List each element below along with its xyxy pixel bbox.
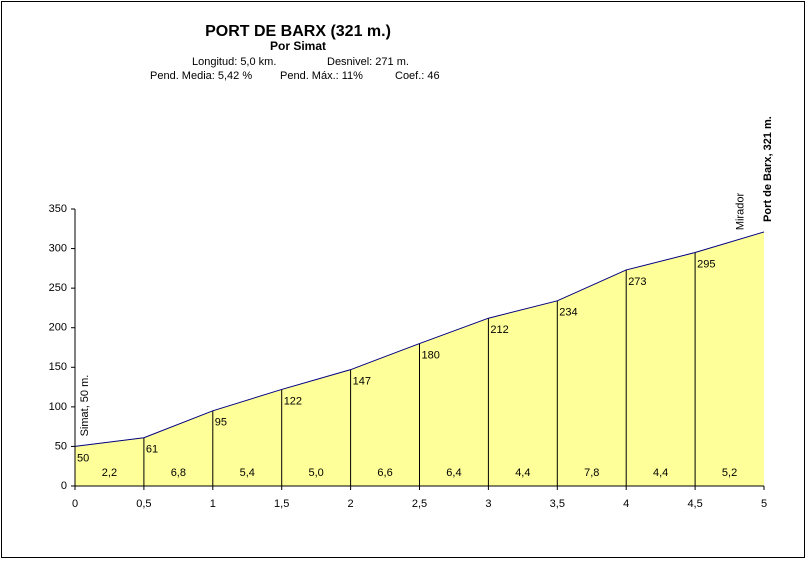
value-label: 61 [146,444,158,456]
x-tick-label: 2 [348,498,354,510]
annotation: Port de Barx, 321 m. [762,116,774,222]
value-label: 212 [490,324,508,336]
y-tick-label: 100 [49,401,67,413]
gradient-label: 5,4 [240,467,255,479]
x-tick-label: 0,5 [136,498,151,510]
value-label: 273 [628,276,646,288]
gradient-label: 5,0 [309,467,324,479]
info: Coef.: 46 [395,70,440,82]
value-label: 180 [422,349,440,361]
value-label: 295 [697,258,715,270]
gradient-label: 6,8 [171,467,186,479]
gradient-label: 5,2 [722,467,737,479]
x-tick-label: 3,5 [550,498,565,510]
y-tick-label: 350 [49,203,67,215]
gradient-label: 4,4 [653,467,668,479]
value-label: 122 [284,395,302,407]
value-label: 50 [77,452,89,464]
x-tick-label: 5 [761,498,767,510]
info: Desnivel: 271 m. [327,56,409,68]
x-tick-label: 1,5 [274,498,289,510]
gradient-label: 4,4 [515,467,530,479]
x-tick-label: 1 [210,498,216,510]
y-tick-label: 0 [61,480,67,492]
x-tick-label: 3 [485,498,491,510]
gradient-label: 6,6 [377,467,392,479]
x-tick-label: 0 [72,498,78,510]
y-tick-label: 200 [49,322,67,334]
gradient-label: 6,4 [446,467,461,479]
y-tick-label: 250 [49,282,67,294]
y-tick-label: 300 [49,242,67,254]
y-tick-label: 50 [55,440,67,452]
info: Pend. Media: 5,42 % [150,70,252,82]
annotation: Simat, 50 m. [79,375,91,437]
gradient-label: 2,2 [102,467,117,479]
x-tick-label: 4,5 [687,498,702,510]
x-tick-label: 4 [623,498,629,510]
info: Pend. Máx.: 11% [280,70,363,82]
annotation: Mirador [734,193,746,231]
y-tick-label: 150 [49,361,67,373]
value-label: 147 [353,376,371,388]
gradient-label: 7,8 [584,467,599,479]
profile-line [74,231,765,447]
chart-title: PORT DE BARX (321 m.) [205,23,391,40]
x-tick-label: 2,5 [412,498,427,510]
chart-subtitle: Por Simat [270,39,326,53]
value-label: 234 [559,307,577,319]
value-label: 95 [215,417,227,429]
info: Longitud: 5,0 km. [192,56,276,68]
